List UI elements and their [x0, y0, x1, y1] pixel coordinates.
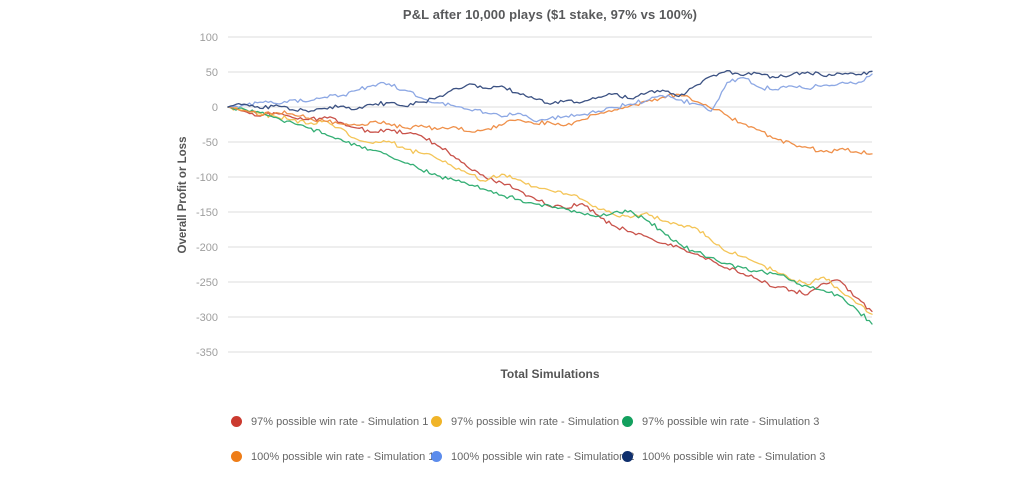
legend-dot-icon: [622, 451, 633, 462]
y-tick-label: 0: [212, 102, 218, 114]
y-tick-label: -300: [196, 312, 218, 324]
y-tick-label: -150: [196, 207, 218, 219]
y-tick-label: -350: [196, 347, 218, 359]
legend-item: 97% possible win rate - Simulation 1: [231, 416, 431, 428]
legend-label: 97% possible win rate - Simulation 3: [642, 415, 820, 428]
legend-row: 97% possible win rate - Simulation 1 97% …: [231, 413, 825, 430]
y-tick-label: -50: [202, 137, 218, 149]
legend-label: 100% possible win rate - Simulation 2: [451, 450, 635, 463]
legend-label: 97% possible win rate - Simulation 1: [251, 415, 429, 428]
legend-dot-icon: [431, 451, 442, 462]
legend-label: 97% possible win rate - Simulation 2: [451, 415, 629, 428]
legend-dot-icon: [231, 451, 242, 462]
plot-area: 100 50 0 -50 -100 -150 -200 -250 -300 -350: [196, 32, 873, 359]
y-axis-title: Overall Profit or Loss: [177, 136, 189, 254]
y-tick-label: 50: [206, 67, 218, 79]
series-line-6: [227, 69, 873, 113]
series-line-1: [227, 106, 873, 313]
legend-item: 100% possible win rate - Simulation 1: [231, 450, 435, 463]
legend-label: 100% possible win rate - Simulation 3: [642, 450, 826, 463]
y-tick-label: -250: [196, 277, 218, 289]
legend-dot-icon: [431, 416, 442, 427]
series-line-5: [227, 73, 873, 123]
y-tick-label: -100: [196, 172, 218, 184]
legend-row: 100% possible win rate - Simulation 1 100…: [231, 448, 825, 465]
legend-item: 100% possible win rate - Simulation 2: [431, 451, 634, 463]
chart-title: P&L after 10,000 plays ($1 stake, 97% vs…: [402, 7, 698, 22]
y-tick-label: 100: [200, 32, 218, 44]
legend-item: 100% possible win rate - Simulation 3: [622, 451, 825, 463]
chart-legend: 97% possible win rate - Simulation 1 97% …: [231, 413, 825, 483]
series-line-3: [227, 106, 873, 325]
legend-label: 100% possible win rate - Simulation 1: [251, 450, 435, 463]
legend-dot-icon: [231, 416, 242, 427]
legend-item: 97% possible win rate - Simulation 2: [431, 416, 628, 428]
x-axis-title: Total Simulations: [500, 367, 600, 381]
legend-dot-icon: [622, 416, 633, 427]
series-line-4: [227, 93, 873, 155]
legend-item: 97% possible win rate - Simulation 3: [622, 416, 819, 428]
series-line-2: [227, 106, 873, 315]
y-tick-label: -200: [196, 242, 218, 254]
